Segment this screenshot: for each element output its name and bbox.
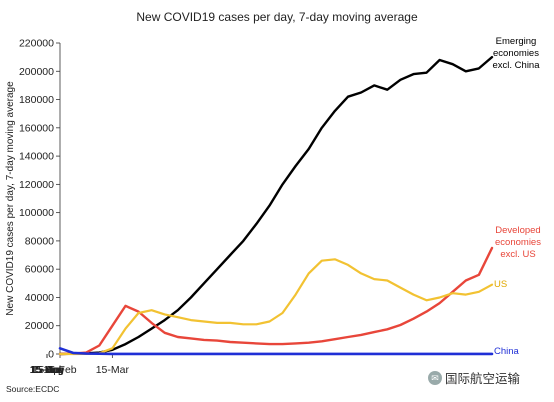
x-tick-label: 15-Apr bbox=[31, 364, 63, 376]
y-tick-label: 140000 bbox=[19, 151, 54, 163]
series-line-3 bbox=[58, 346, 494, 356]
x-tick-label: 15-Mar bbox=[96, 364, 130, 376]
y-tick-label: 60000 bbox=[25, 264, 54, 276]
x-tick-label: 15-Jun bbox=[31, 364, 63, 376]
series-label-0: economies bbox=[493, 48, 539, 59]
series-line-1 bbox=[58, 246, 494, 356]
wechat-icon: ✉ bbox=[428, 370, 442, 385]
y-tick-label: 20000 bbox=[25, 320, 54, 332]
y-tick-label: 120000 bbox=[19, 179, 54, 191]
x-tick-label: 15-Feb bbox=[43, 364, 76, 376]
y-tick-label: 0 bbox=[48, 349, 54, 361]
y-tick-label: 100000 bbox=[19, 207, 54, 219]
y-tick-label: 40000 bbox=[25, 292, 54, 304]
series-label-1: economies bbox=[495, 237, 541, 248]
series-label-2: US bbox=[494, 279, 507, 290]
series-label-0: excl. China bbox=[493, 60, 541, 71]
series-label-0: Emerging bbox=[496, 36, 537, 47]
series-line-2 bbox=[58, 258, 494, 356]
x-tick-label: 15-Jul bbox=[33, 364, 62, 376]
y-tick-label: 220000 bbox=[19, 38, 54, 50]
x-tick-label: 15-Aug bbox=[30, 364, 64, 376]
chart-title: New COVID19 cases per day, 7-day moving … bbox=[136, 10, 418, 24]
series-label-1: excl. US bbox=[500, 249, 535, 260]
x-tick-label: 15-May bbox=[29, 364, 65, 376]
series-label-3: China bbox=[494, 346, 520, 357]
watermark: ✉ 国际航空运输 bbox=[428, 368, 520, 387]
series-line-0 bbox=[58, 55, 494, 356]
y-tick-label: 80000 bbox=[25, 235, 54, 247]
y-tick-label: 160000 bbox=[19, 122, 54, 134]
series-label-1: Developed bbox=[495, 225, 540, 236]
y-tick-label: 200000 bbox=[19, 66, 54, 78]
x-tick-label: 15-Sep bbox=[30, 364, 64, 376]
watermark-text: 国际航空运输 bbox=[445, 372, 521, 386]
y-tick-label: 180000 bbox=[19, 94, 54, 106]
source-note: Source:ECDC bbox=[6, 384, 59, 394]
y-axis-label: New COVID19 cases per day, 7-day moving … bbox=[5, 81, 16, 316]
